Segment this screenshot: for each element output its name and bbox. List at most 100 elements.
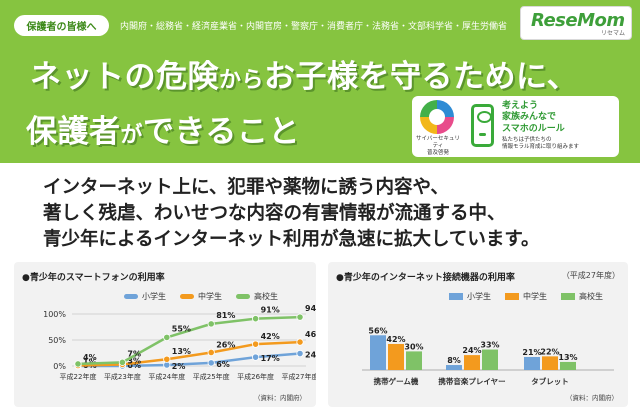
x-tick-label: 平成22年度: [60, 372, 97, 381]
bar-小学生: [446, 365, 462, 370]
legend-swatch: [561, 293, 575, 300]
data-label: 22%: [540, 347, 559, 356]
promo-subtext: 私たちは子供たちの 情報モラル育成に取り組みます: [502, 137, 579, 151]
legend-item-high-school: 高校生: [561, 291, 603, 302]
chart-year-note: （平成27年度）: [561, 271, 620, 280]
data-label: 3%: [127, 356, 141, 365]
page-title-line-2: 保護者ができること: [26, 106, 300, 151]
legend-label: 高校生: [254, 292, 278, 301]
legend-label: 小学生: [467, 292, 491, 301]
cyber-security-logo-icon: [420, 100, 454, 134]
ministries-list: 内閣府・総務省・経済産業省・内閣官房・警察庁・消費者庁・法務省・文部科学省・厚生…: [120, 22, 508, 32]
data-label: 94%: [305, 304, 316, 313]
bar-小学生: [370, 335, 386, 370]
data-point: [118, 358, 127, 366]
data-point: [252, 315, 260, 323]
chart-source: （資料：内閣府）: [254, 394, 306, 402]
brand-name: ReseMom: [531, 10, 625, 31]
legend-swatch: [505, 293, 519, 300]
cyber-security-caption: サイバーセキュリティ 普及啓発: [416, 136, 460, 157]
legend-label: 小学生: [142, 292, 166, 301]
data-point: [207, 320, 215, 328]
header-banner: 保護者の皆様へ 内閣府・総務省・経済産業省・内閣官房・警察庁・消費者庁・法務省・…: [0, 0, 640, 163]
caption-line: サイバーセキュリティ: [416, 136, 460, 149]
x-tick-label: 平成25年度: [193, 372, 230, 381]
data-point: [296, 349, 304, 358]
data-label: 24%: [305, 351, 316, 360]
data-label: 13%: [558, 353, 577, 362]
title-particle: から: [219, 68, 265, 93]
bar-中学生: [388, 343, 404, 370]
data-label: 6%: [216, 360, 230, 369]
data-label: 17%: [261, 354, 280, 363]
smartphone-usage-line-chart: 100%50%0%平成22年度 平成23年度 平成24年度 平成25年度 平成26年度平…: [43, 304, 316, 381]
title-particle: が: [120, 123, 144, 148]
lead-line: 著しく残虐、わいせつな内容の有害情報が流通する中、: [43, 203, 506, 224]
legend-swatch: [124, 294, 138, 299]
legend-swatch: [236, 294, 250, 299]
smartphone-usage-panel: ●青少年のスマートフォンの利用率 小学生 中学生 高校生 100% 50% 0% 平成…: [14, 262, 316, 407]
data-label: 0%: [127, 361, 141, 370]
promo-heading-line: 考えよう: [502, 101, 539, 111]
data-label: 42%: [386, 335, 405, 344]
data-point: [207, 359, 215, 367]
bar-高校生: [482, 349, 498, 370]
data-point: [163, 333, 171, 342]
data-point: [163, 355, 171, 363]
y-tick-label: 50%: [48, 336, 66, 345]
lead-paragraph: インターネット上に、犯罪や薬物に誘う内容や、 著しく残虐、わいせつな内容の有害情…: [43, 175, 540, 253]
data-point: [74, 360, 82, 368]
chart-legend: 小学生 中学生 高校生: [449, 291, 603, 302]
device-usage-bar-chart: 携帯ゲーム機 56%42%30% 携帯音楽プレイヤー 8%24%33% タブレット 21%…: [362, 326, 614, 386]
bar-小学生: [524, 356, 540, 370]
data-label: 21%: [522, 348, 541, 357]
caption-line: 普及啓発: [426, 149, 449, 156]
data-point: [296, 338, 304, 346]
data-label: 2%: [172, 362, 186, 371]
data-label: 30%: [404, 342, 423, 351]
chart-source: （資料：内閣府）: [566, 394, 618, 402]
promo-sub-line: 情報モラル育成に取り組みます: [502, 144, 580, 151]
data-point: [207, 348, 215, 357]
legend-label: 高校生: [579, 292, 603, 301]
legend-item-junior-high: 中学生: [180, 291, 222, 302]
legend-item-high-school: 高校生: [236, 291, 278, 302]
data-label: 42%: [261, 332, 280, 341]
data-label: 13%: [172, 347, 191, 356]
promo-box: サイバーセキュリティ 普及啓発 考えよう 家族みんなで スマホのルール 私たちは…: [412, 96, 619, 157]
page-title-line-1: ネットの危険からお子様を守るために、: [30, 51, 578, 96]
chart-legend: 小学生 中学生 高校生: [124, 291, 278, 302]
title-text: できること: [143, 114, 300, 150]
chart-title: ●青少年のスマートフォンの利用率: [22, 273, 165, 283]
title-text: お子様を守るために、: [264, 59, 579, 95]
x-tick-label: 平成26年度: [237, 372, 274, 381]
data-point: [252, 340, 260, 348]
y-tick-label: 0%: [53, 362, 66, 371]
series-line-中学生: [77, 340, 301, 367]
data-point: [252, 353, 260, 361]
x-tick-label: タブレット: [531, 376, 569, 386]
legend-swatch: [449, 293, 463, 300]
bar-中学生: [464, 355, 480, 370]
audience-badge: 保護者の皆様へ: [14, 15, 109, 36]
legend-label: 中学生: [198, 292, 222, 301]
data-label: 4%: [83, 353, 97, 362]
device-usage-panel: ●青少年のインターネット接続機器の利用率 （平成27年度） 小学生 中学生 高校…: [328, 262, 628, 407]
data-label: 81%: [216, 311, 235, 320]
data-label: 56%: [368, 326, 387, 335]
x-tick-label: 平成27年度: [282, 372, 316, 381]
promo-heading-line: スマホのルール: [502, 123, 565, 134]
legend-item-junior-high: 中学生: [505, 291, 547, 302]
y-tick-label: 100%: [43, 310, 66, 319]
title-text: 保護者: [26, 114, 121, 150]
promo-heading-line: 家族みんなで: [502, 112, 557, 123]
data-label: 8%: [447, 356, 461, 365]
x-tick-label: 平成23年度: [104, 372, 141, 381]
data-label: 91%: [261, 306, 280, 315]
data-label: 55%: [172, 324, 191, 333]
chart-title: ●青少年のインターネット接続機器の利用率: [336, 273, 515, 283]
lead-line: インターネット上に、犯罪や薬物に誘う内容や、: [43, 177, 449, 198]
brand-logo[interactable]: ReseMom リセマム: [520, 6, 632, 40]
title-text: ネットの危険: [30, 59, 219, 95]
bar-中学生: [542, 356, 558, 370]
